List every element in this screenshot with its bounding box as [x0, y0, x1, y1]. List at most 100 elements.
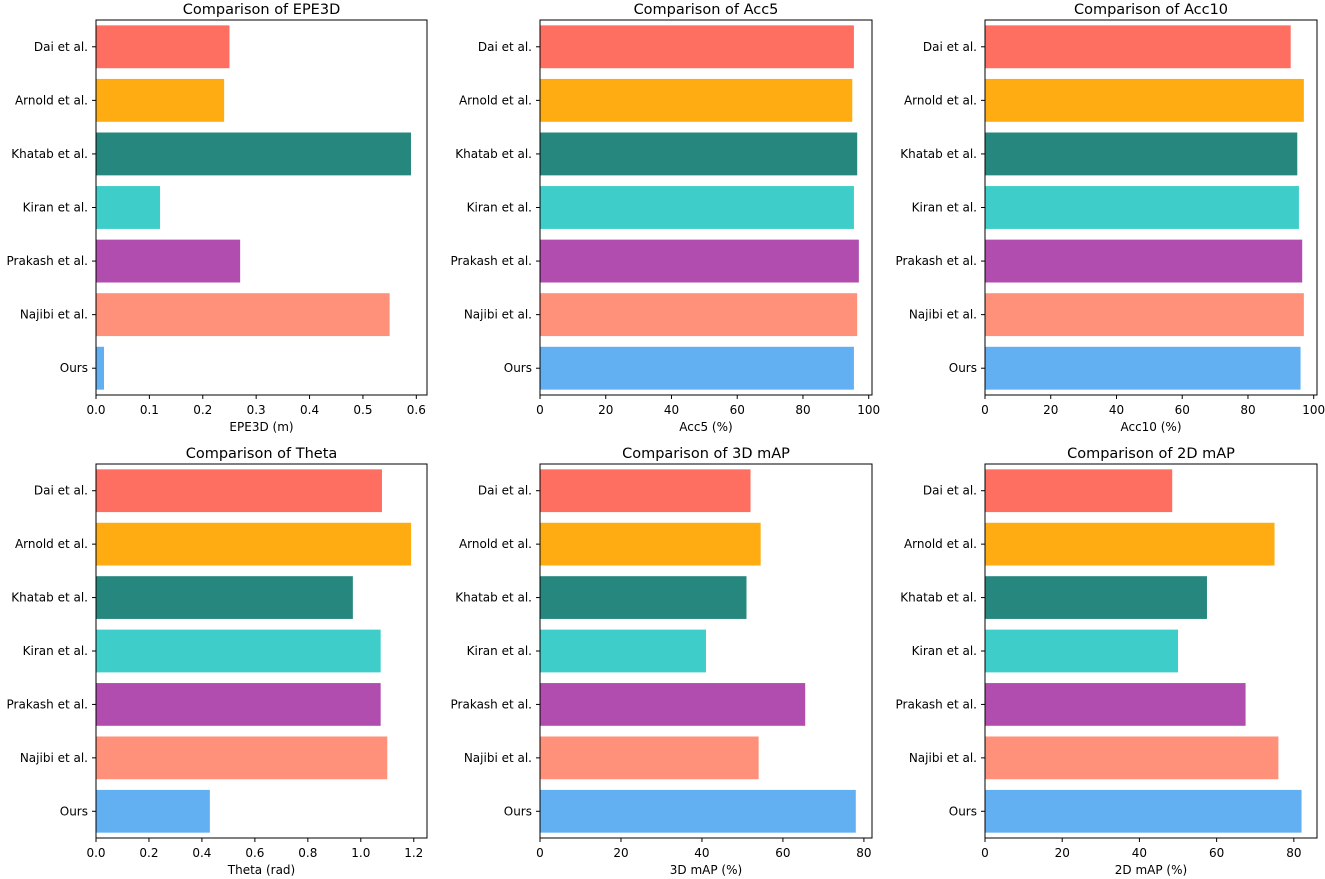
bar-1	[985, 25, 1291, 69]
bar-6	[540, 293, 858, 337]
x-tick-label: 60	[1175, 403, 1190, 417]
x-tick-label: 20	[598, 403, 613, 417]
bar-6	[96, 293, 390, 337]
x-axis-label: EPE3D (m)	[229, 420, 293, 434]
chart-title: Comparison of Acc10	[1074, 2, 1228, 18]
x-tick-label: 0.3	[247, 403, 266, 417]
x-tick-label: 80	[1240, 403, 1255, 417]
bar-6	[540, 736, 759, 780]
x-tick-label: 0.4	[300, 403, 319, 417]
y-tick-label: Dai et al.	[478, 484, 532, 498]
bar-2	[985, 78, 1304, 122]
x-tick-label: 0.0	[86, 846, 105, 860]
bar-7	[96, 346, 105, 390]
bar-1	[540, 469, 751, 513]
bar-5	[985, 683, 1246, 726]
bar-1	[96, 469, 382, 513]
x-tick-label: 40	[664, 403, 679, 417]
x-tick-label: 0	[536, 846, 544, 860]
x-tick-label: 0.2	[193, 403, 212, 417]
y-tick-label: Arnold et al.	[15, 537, 88, 551]
chart-title: Comparison of 3D mAP	[622, 446, 790, 462]
bar-1	[985, 469, 1173, 513]
y-tick-label: Dai et al.	[923, 484, 977, 498]
y-tick-label: Dai et al.	[478, 40, 532, 54]
bar-1	[540, 25, 854, 69]
x-tick-label: 100	[1302, 403, 1325, 417]
y-tick-label: Dai et al.	[34, 484, 88, 498]
y-tick-label: Prakash et al.	[451, 697, 532, 711]
bar-5	[96, 239, 241, 283]
plot-frame	[984, 19, 1318, 396]
x-tick-label: 20	[1043, 403, 1058, 417]
y-tick-label: Khatab et al.	[455, 591, 532, 605]
bar-5	[985, 239, 1303, 283]
y-tick-label: Arnold et al.	[15, 93, 88, 107]
y-tick-label: Najibi et al.	[464, 308, 532, 322]
bar-4	[985, 186, 1299, 229]
y-tick-label: Arnold et al.	[904, 93, 977, 107]
y-tick-label: Dai et al.	[34, 40, 88, 54]
x-axis-label: Acc10 (%)	[1120, 420, 1181, 434]
plot-frame	[539, 463, 873, 839]
x-tick-label: 0.0	[86, 403, 105, 417]
y-tick-label: Najibi et al.	[909, 751, 977, 765]
x-tick-label: 80	[856, 846, 871, 860]
plot-frame	[95, 463, 428, 839]
chart-title: Comparison of Acc5	[634, 2, 779, 18]
y-tick-label: Khatab et al.	[900, 147, 977, 161]
plot-frame	[95, 19, 428, 396]
y-tick-label: Najibi et al.	[464, 751, 532, 765]
x-tick-label: 20	[613, 846, 628, 860]
chart-panel-4: Dai et al. Arnold et al. Khatab et al. Kira…	[7, 446, 428, 877]
chart-panel-3: Dai et al. Arnold et al. Khatab et al. Kira…	[896, 2, 1325, 434]
bar-7	[540, 789, 856, 833]
y-tick-label: Dai et al.	[923, 40, 977, 54]
bar-3	[96, 576, 353, 619]
x-tick-label: 0.1	[140, 403, 159, 417]
bar-3	[540, 132, 858, 176]
bar-3	[985, 132, 1298, 176]
bar-6	[985, 293, 1304, 337]
bar-3	[540, 576, 747, 619]
x-tick-label: 60	[775, 846, 790, 860]
y-tick-label: Khatab et al.	[11, 147, 88, 161]
bar-4	[985, 629, 1179, 673]
y-tick-label: Kiran et al.	[467, 644, 532, 658]
x-tick-label: 0	[981, 846, 989, 860]
x-tick-label: 0	[981, 403, 989, 417]
x-tick-label: 0.4	[192, 846, 211, 860]
bar-5	[540, 683, 806, 726]
bar-2	[540, 78, 853, 122]
chart-panel-2: Dai et al. Arnold et al. Khatab et al. Kira…	[451, 2, 881, 434]
bar-4	[540, 629, 706, 673]
x-axis-label: Acc5 (%)	[679, 420, 732, 434]
y-tick-label: Ours	[949, 804, 977, 818]
chart-panel-5: Dai et al. Arnold et al. Khatab et al. Kira…	[451, 446, 873, 877]
bar-4	[96, 629, 381, 673]
y-tick-label: Prakash et al.	[896, 697, 977, 711]
x-tick-label: 40	[1109, 403, 1124, 417]
bar-7	[540, 346, 854, 390]
y-tick-label: Khatab et al.	[900, 591, 977, 605]
y-tick-label: Najibi et al.	[909, 308, 977, 322]
x-tick-label: 0.6	[245, 846, 264, 860]
chart-title: Comparison of EPE3D	[183, 2, 340, 18]
x-tick-label: 80	[795, 403, 810, 417]
x-tick-label: 1.0	[351, 846, 370, 860]
y-tick-label: Najibi et al.	[20, 308, 88, 322]
bar-6	[985, 736, 1279, 780]
x-tick-label: 0.2	[139, 846, 158, 860]
bar-7	[985, 789, 1302, 833]
x-axis-label: 3D mAP (%)	[670, 863, 742, 877]
y-tick-label: Prakash et al.	[896, 254, 977, 268]
y-tick-label: Prakash et al.	[451, 254, 532, 268]
x-tick-label: 40	[1132, 846, 1147, 860]
bar-4	[96, 186, 161, 229]
x-tick-label: 0.8	[298, 846, 317, 860]
x-tick-label: 0	[536, 403, 544, 417]
y-tick-label: Ours	[504, 804, 532, 818]
x-tick-label: 0.6	[407, 403, 426, 417]
chart-title: Comparison of 2D mAP	[1067, 446, 1235, 462]
